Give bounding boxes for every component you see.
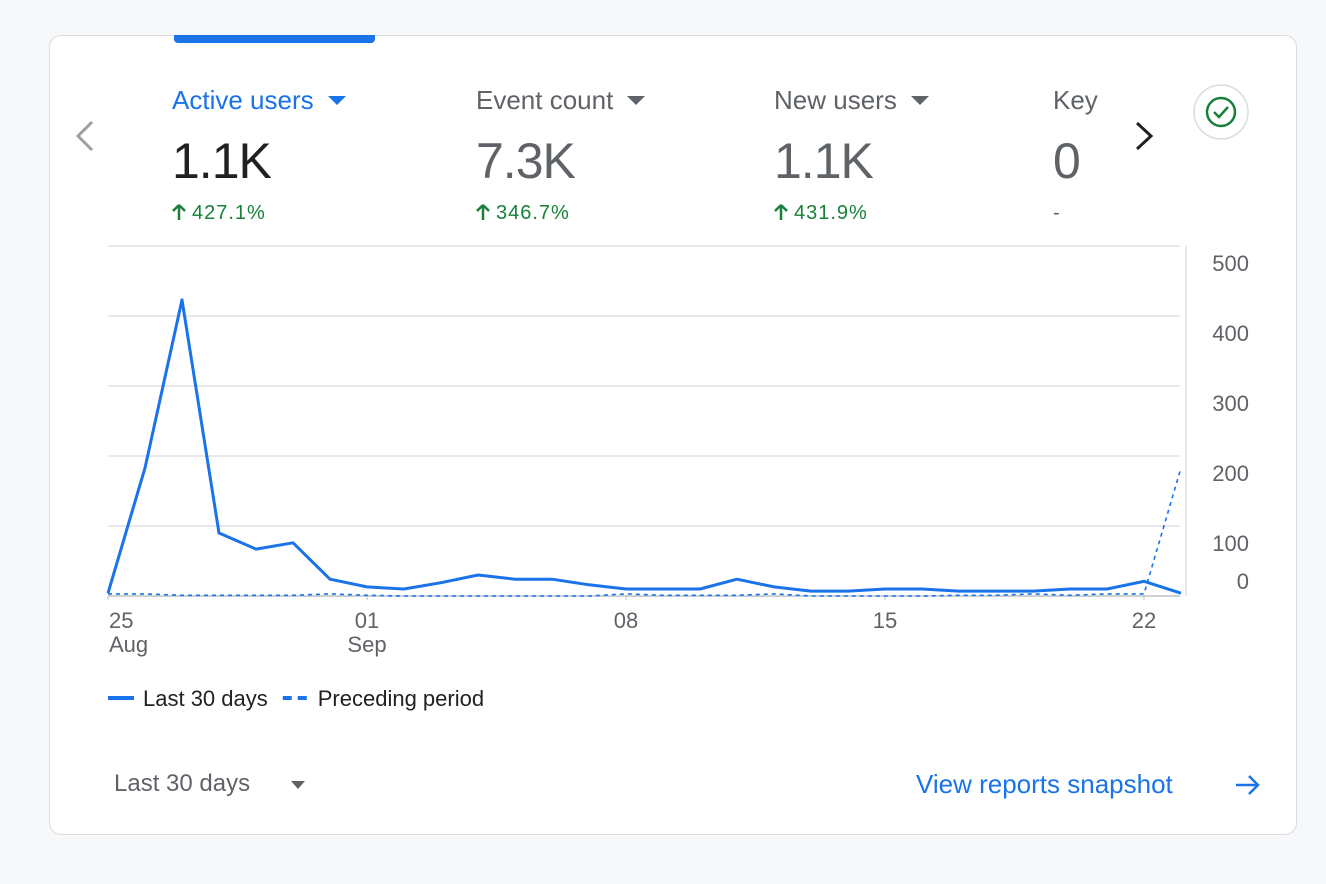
- metric-change: 346.7%: [476, 202, 645, 225]
- x-tick-label: 25: [109, 608, 133, 633]
- status-button[interactable]: [1193, 84, 1249, 140]
- change-value: 427.1%: [192, 202, 266, 224]
- metric-label: Active users: [172, 84, 314, 115]
- x-month-label: Sep: [347, 632, 386, 657]
- metric-change: 427.1%: [172, 202, 346, 225]
- metric-label: Key: [1053, 84, 1098, 115]
- legend-label: Last 30 days: [143, 686, 268, 711]
- metric[interactable]: New users 1.1K 431.9%: [774, 84, 929, 225]
- x-tick-label: 15: [873, 608, 897, 633]
- metric[interactable]: Event count 7.3K 346.7%: [476, 84, 646, 225]
- metric-label: New users: [774, 84, 897, 115]
- dropdown-caret[interactable]: [910, 95, 929, 105]
- up-arrow: [172, 204, 186, 220]
- prev-arrow[interactable]: [75, 120, 94, 152]
- y-tick-label: 200: [1212, 461, 1249, 486]
- dropdown-caret[interactable]: [327, 95, 346, 105]
- metric-label-row: Active users: [172, 84, 346, 116]
- series-line: [108, 467, 1182, 597]
- x-tick-label: 08: [614, 608, 638, 633]
- x-tick-label: 01: [355, 608, 379, 633]
- y-tick-label: 500: [1212, 251, 1249, 276]
- view-reports-link[interactable]: View reports snapshot: [916, 769, 1173, 799]
- up-arrow: [476, 204, 490, 220]
- metric-label: Event count: [476, 84, 614, 115]
- metric-value: 0: [1053, 133, 1081, 189]
- range-caret: [291, 781, 305, 789]
- metric-change: 431.9%: [774, 202, 929, 225]
- metric[interactable]: Key 0 -: [1053, 84, 1098, 225]
- series-line: [106, 298, 1182, 595]
- check-mark: [1213, 106, 1229, 119]
- card: [49, 35, 1297, 835]
- change-value: 431.9%: [794, 202, 868, 224]
- change-value: -: [1053, 202, 1061, 224]
- y-tick-label: 400: [1212, 321, 1249, 346]
- dropdown-caret[interactable]: [627, 95, 646, 105]
- metric-change: -: [1053, 202, 1098, 225]
- x-tick-label: 22: [1132, 608, 1156, 633]
- legend-label: Preceding period: [318, 686, 484, 711]
- x-month-label: Aug: [109, 632, 148, 657]
- next-arrow[interactable]: [1135, 121, 1154, 151]
- check-icon: [1205, 96, 1237, 128]
- metric-label-row: New users: [774, 84, 929, 116]
- metric-label-row: Event count: [476, 84, 646, 116]
- metric-value: 1.1K: [774, 133, 874, 189]
- y-tick-label: 300: [1212, 391, 1249, 416]
- date-range[interactable]: Last 30 days: [114, 770, 251, 797]
- y-tick-label: 100: [1212, 531, 1249, 556]
- active-tab-indicator: [174, 35, 375, 43]
- up-arrow: [774, 204, 788, 220]
- metric-value: 7.3K: [476, 133, 576, 189]
- metric-label-row: Key: [1053, 84, 1098, 116]
- metric[interactable]: Active users 1.1K 427.1%: [172, 84, 346, 225]
- change-value: 346.7%: [496, 202, 570, 224]
- link-arrow-head: [1248, 775, 1260, 795]
- y-tick-label: 0: [1237, 569, 1249, 594]
- metric-value: 1.1K: [172, 133, 272, 189]
